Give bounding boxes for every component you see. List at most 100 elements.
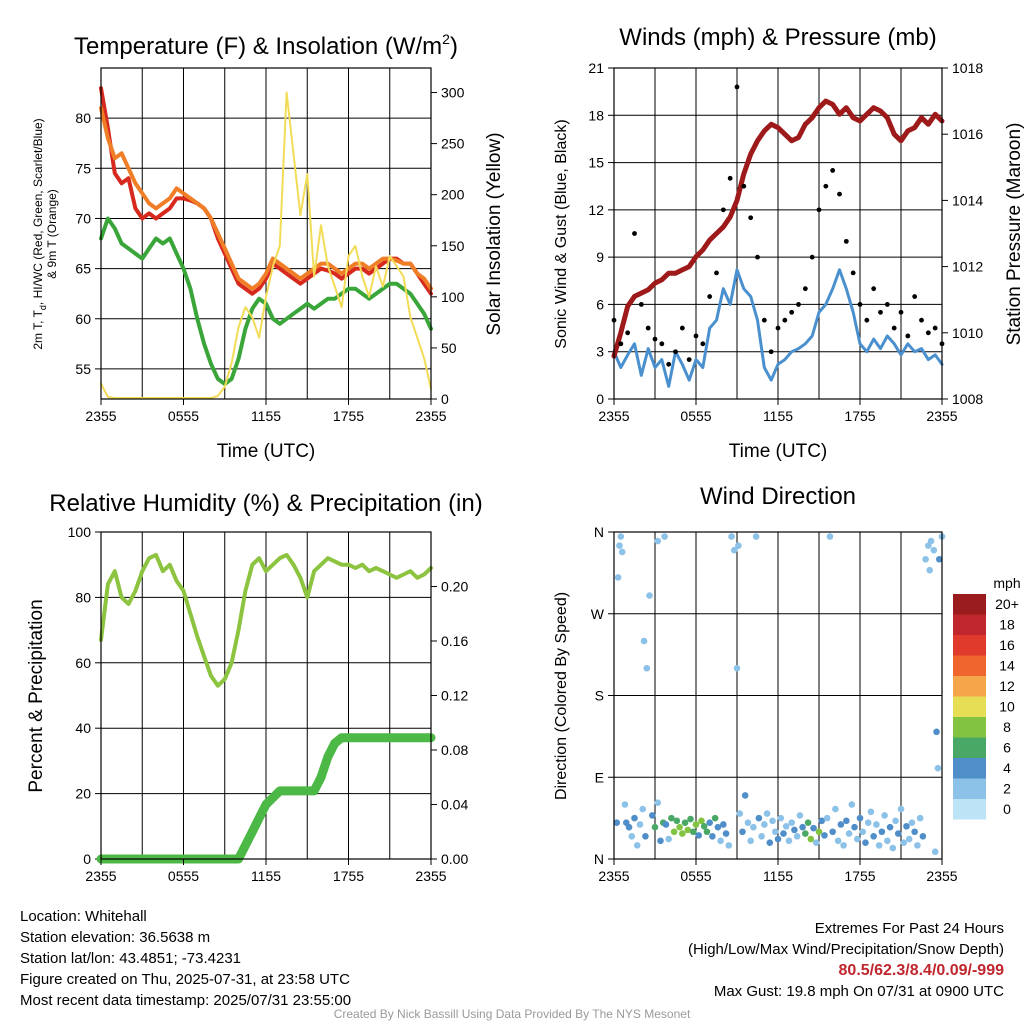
direction-point: [867, 808, 875, 816]
y-tick-label: 60: [75, 311, 91, 327]
gust-point: [686, 357, 692, 362]
direction-point: [834, 837, 842, 845]
y-tick-label: 40: [75, 720, 91, 736]
x-tick-label: 1755: [333, 408, 364, 424]
direction-point: [758, 832, 765, 840]
direction-point: [873, 821, 880, 828]
direction-point: [752, 533, 760, 540]
direction-point: [725, 842, 733, 849]
direction-point: [703, 828, 711, 836]
direction-point: [843, 817, 850, 825]
gust-point: [843, 238, 849, 244]
direction-point: [845, 830, 853, 837]
direction-point: [679, 830, 686, 837]
colorbar-swatch: [953, 717, 986, 738]
direction-point: [900, 839, 908, 846]
y-tick-label: 0: [596, 391, 604, 407]
x-tick-label: 1155: [251, 868, 281, 884]
direction-point: [698, 817, 705, 825]
direction-point: [815, 828, 823, 836]
x-tick-label: 1755: [844, 408, 875, 424]
direction-point: [670, 828, 678, 836]
y-axis-label: 2m T, Td, HI/WC (Red, Green, Scarlet/Blu…: [31, 118, 48, 349]
chart-title: Winds (mph) & Pressure (mb): [619, 24, 936, 51]
y-tick-label: 21: [588, 60, 604, 76]
direction-point: [796, 812, 804, 819]
gust-point: [652, 336, 658, 342]
gust-point: [884, 302, 890, 307]
x-tick-label: 0555: [168, 408, 199, 424]
title-superscript: 2: [442, 31, 450, 47]
y-tick-label: 18: [588, 107, 604, 123]
gust-point: [679, 325, 685, 331]
direction-point: [709, 832, 716, 840]
direction-point: [735, 542, 742, 549]
x-tick-label: 2355: [415, 408, 446, 424]
x-tick-label: 1755: [333, 868, 364, 884]
gust-point: [789, 309, 795, 315]
direction-point: [733, 664, 741, 672]
direction-point: [829, 828, 836, 836]
direction-point: [933, 728, 940, 736]
gust-point: [782, 317, 788, 323]
gust-point: [714, 270, 719, 276]
y2-tick-label: 250: [441, 136, 465, 152]
y-tick-label: 80: [75, 110, 91, 126]
plot-humidity: 0 20 40 60 80 100 0.00 0.04 0.08 0.12 0.16 0.20 2355…: [26, 490, 483, 884]
direction-point: [684, 826, 692, 834]
direction-point: [853, 835, 861, 843]
extremes-panel: Extremes For Past 24 Hours (High/Low/Max…: [688, 918, 1004, 1002]
colorbar-label: 4: [1003, 760, 1011, 776]
direction-point: [935, 555, 943, 563]
direction-point: [777, 814, 785, 822]
y-tick-label: 70: [75, 210, 91, 226]
direction-point: [744, 819, 752, 826]
direction-point: [864, 819, 872, 826]
direction-point: [631, 814, 638, 822]
direction-point: [766, 839, 774, 846]
x-tick-label: 2355: [85, 408, 116, 424]
gust-point: [707, 294, 713, 299]
y-tick-label: N: [594, 851, 604, 867]
gust-point: [891, 325, 897, 331]
series-rh: [99, 552, 433, 688]
y2-tick-label: 0.20: [441, 579, 468, 595]
gust-point: [727, 175, 733, 181]
direction-point: [927, 537, 935, 545]
colorbar-label: 2: [1003, 781, 1011, 797]
y2-tick-label: 200: [441, 187, 465, 203]
y-tick-label: 80: [75, 589, 91, 605]
gust-point: [734, 84, 740, 90]
y-tick-label: 55: [75, 361, 91, 377]
gust-point: [659, 341, 665, 347]
direction-point: [618, 548, 626, 556]
direction-point: [886, 823, 894, 831]
gust-point: [796, 302, 801, 307]
colorbar: mph 20+ 18 16 14 12 10 8 6 4 2 0: [953, 575, 1021, 820]
direction-point: [826, 533, 834, 540]
gust-point: [632, 231, 637, 236]
direction-point: [730, 546, 738, 554]
direction-point: [700, 823, 708, 830]
direction-point: [911, 828, 918, 836]
gust-point: [755, 254, 760, 260]
direction-point: [823, 814, 831, 822]
y-axis-label-rest: , HI/WC (Red, Green, Scarlet/Blue): [31, 118, 45, 305]
y-tick-label: 75: [75, 160, 91, 176]
y-tick-label: 15: [588, 155, 604, 171]
direction-point: [881, 812, 888, 819]
direction-point: [676, 823, 683, 831]
y2-tick-label: 50: [441, 340, 457, 356]
y2-axis-label: Solar Insolation (Yellow): [484, 132, 505, 335]
direction-point: [728, 533, 735, 540]
direction-point: [919, 832, 927, 840]
direction-point: [616, 542, 623, 549]
x-tick-label: 1155: [251, 408, 281, 424]
gust-point: [919, 317, 924, 323]
y2-tick-label: 300: [441, 85, 465, 101]
direction-point: [799, 823, 806, 831]
direction-point: [870, 832, 877, 840]
direction-point: [720, 821, 727, 828]
y2-tick-label: 0.16: [441, 633, 468, 649]
gust-point: [802, 286, 808, 292]
